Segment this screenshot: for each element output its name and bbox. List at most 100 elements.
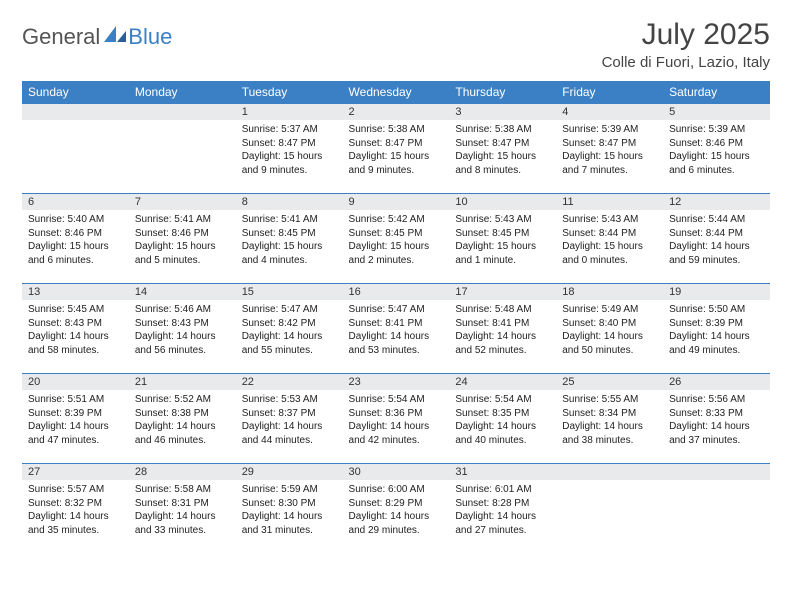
day-cell: 26Sunrise: 5:56 AMSunset: 8:33 PMDayligh… <box>663 373 770 463</box>
day-number: 14 <box>129 283 236 300</box>
day-cell: 12Sunrise: 5:44 AMSunset: 8:44 PMDayligh… <box>663 193 770 283</box>
month-title: July 2025 <box>602 18 770 52</box>
day-details: Sunrise: 5:52 AMSunset: 8:38 PMDaylight:… <box>129 390 236 453</box>
day-cell: 4Sunrise: 5:39 AMSunset: 8:47 PMDaylight… <box>556 103 663 193</box>
logo-text-general: General <box>22 24 100 50</box>
day-details: Sunrise: 5:49 AMSunset: 8:40 PMDaylight:… <box>556 300 663 363</box>
day-details: Sunrise: 5:42 AMSunset: 8:45 PMDaylight:… <box>343 210 450 273</box>
sunset-text: Sunset: 8:31 PM <box>135 497 230 511</box>
daylight-text: Daylight: 15 hours and 0 minutes. <box>562 240 657 267</box>
daylight-text: Daylight: 15 hours and 4 minutes. <box>242 240 337 267</box>
sunset-text: Sunset: 8:39 PM <box>669 317 764 331</box>
logo: General Blue <box>22 24 172 50</box>
logo-sail-icon <box>104 26 126 49</box>
sunrise-text: Sunrise: 5:43 AM <box>455 213 550 227</box>
sunset-text: Sunset: 8:47 PM <box>455 137 550 151</box>
day-cell <box>556 463 663 553</box>
day-number: 21 <box>129 373 236 390</box>
weekday-saturday: Saturday <box>663 81 770 103</box>
day-cell <box>663 463 770 553</box>
sunrise-text: Sunrise: 6:01 AM <box>455 483 550 497</box>
daylight-text: Daylight: 14 hours and 50 minutes. <box>562 330 657 357</box>
sunset-text: Sunset: 8:28 PM <box>455 497 550 511</box>
sunset-text: Sunset: 8:41 PM <box>349 317 444 331</box>
sunrise-text: Sunrise: 5:46 AM <box>135 303 230 317</box>
day-details: Sunrise: 5:53 AMSunset: 8:37 PMDaylight:… <box>236 390 343 453</box>
day-details: Sunrise: 5:44 AMSunset: 8:44 PMDaylight:… <box>663 210 770 273</box>
daylight-text: Daylight: 14 hours and 31 minutes. <box>242 510 337 537</box>
sunrise-text: Sunrise: 5:40 AM <box>28 213 123 227</box>
day-number: 18 <box>556 283 663 300</box>
day-details: Sunrise: 5:39 AMSunset: 8:46 PMDaylight:… <box>663 120 770 183</box>
daylight-text: Daylight: 14 hours and 47 minutes. <box>28 420 123 447</box>
sunset-text: Sunset: 8:29 PM <box>349 497 444 511</box>
daylight-text: Daylight: 15 hours and 5 minutes. <box>135 240 230 267</box>
sunrise-text: Sunrise: 5:52 AM <box>135 393 230 407</box>
sunset-text: Sunset: 8:46 PM <box>28 227 123 241</box>
sunset-text: Sunset: 8:47 PM <box>562 137 657 151</box>
day-number: 16 <box>343 283 450 300</box>
day-number-empty <box>663 463 770 480</box>
sunrise-text: Sunrise: 5:47 AM <box>349 303 444 317</box>
day-cell: 25Sunrise: 5:55 AMSunset: 8:34 PMDayligh… <box>556 373 663 463</box>
day-details: Sunrise: 5:57 AMSunset: 8:32 PMDaylight:… <box>22 480 129 543</box>
day-cell: 7Sunrise: 5:41 AMSunset: 8:46 PMDaylight… <box>129 193 236 283</box>
sunrise-text: Sunrise: 6:00 AM <box>349 483 444 497</box>
day-details: Sunrise: 5:51 AMSunset: 8:39 PMDaylight:… <box>22 390 129 453</box>
sunset-text: Sunset: 8:30 PM <box>242 497 337 511</box>
day-number: 7 <box>129 193 236 210</box>
daylight-text: Daylight: 14 hours and 27 minutes. <box>455 510 550 537</box>
daylight-text: Daylight: 14 hours and 49 minutes. <box>669 330 764 357</box>
sunset-text: Sunset: 8:45 PM <box>349 227 444 241</box>
sunset-text: Sunset: 8:43 PM <box>135 317 230 331</box>
day-details: Sunrise: 6:00 AMSunset: 8:29 PMDaylight:… <box>343 480 450 543</box>
sunrise-text: Sunrise: 5:41 AM <box>135 213 230 227</box>
day-number: 9 <box>343 193 450 210</box>
calendar-body: 1Sunrise: 5:37 AMSunset: 8:47 PMDaylight… <box>22 103 770 553</box>
calendar-week-row: 1Sunrise: 5:37 AMSunset: 8:47 PMDaylight… <box>22 103 770 193</box>
daylight-text: Daylight: 14 hours and 44 minutes. <box>242 420 337 447</box>
daylight-text: Daylight: 14 hours and 58 minutes. <box>28 330 123 357</box>
weekday-sunday: Sunday <box>22 81 129 103</box>
day-cell: 23Sunrise: 5:54 AMSunset: 8:36 PMDayligh… <box>343 373 450 463</box>
day-details: Sunrise: 5:48 AMSunset: 8:41 PMDaylight:… <box>449 300 556 363</box>
sunrise-text: Sunrise: 5:41 AM <box>242 213 337 227</box>
sunset-text: Sunset: 8:32 PM <box>28 497 123 511</box>
daylight-text: Daylight: 15 hours and 6 minutes. <box>28 240 123 267</box>
weekday-thursday: Thursday <box>449 81 556 103</box>
day-details: Sunrise: 5:39 AMSunset: 8:47 PMDaylight:… <box>556 120 663 183</box>
day-number: 10 <box>449 193 556 210</box>
day-cell <box>22 103 129 193</box>
calendar-week-row: 27Sunrise: 5:57 AMSunset: 8:32 PMDayligh… <box>22 463 770 553</box>
sunset-text: Sunset: 8:34 PM <box>562 407 657 421</box>
day-number-empty <box>22 103 129 120</box>
day-details: Sunrise: 5:46 AMSunset: 8:43 PMDaylight:… <box>129 300 236 363</box>
sunrise-text: Sunrise: 5:54 AM <box>455 393 550 407</box>
day-number: 20 <box>22 373 129 390</box>
daylight-text: Daylight: 14 hours and 52 minutes. <box>455 330 550 357</box>
day-number: 15 <box>236 283 343 300</box>
day-cell: 1Sunrise: 5:37 AMSunset: 8:47 PMDaylight… <box>236 103 343 193</box>
day-cell: 30Sunrise: 6:00 AMSunset: 8:29 PMDayligh… <box>343 463 450 553</box>
sunrise-text: Sunrise: 5:42 AM <box>349 213 444 227</box>
day-details: Sunrise: 5:55 AMSunset: 8:34 PMDaylight:… <box>556 390 663 453</box>
day-details: Sunrise: 5:56 AMSunset: 8:33 PMDaylight:… <box>663 390 770 453</box>
weekday-tuesday: Tuesday <box>236 81 343 103</box>
daylight-text: Daylight: 14 hours and 38 minutes. <box>562 420 657 447</box>
sunrise-text: Sunrise: 5:57 AM <box>28 483 123 497</box>
day-details: Sunrise: 6:01 AMSunset: 8:28 PMDaylight:… <box>449 480 556 543</box>
calendar-week-row: 6Sunrise: 5:40 AMSunset: 8:46 PMDaylight… <box>22 193 770 283</box>
sunrise-text: Sunrise: 5:44 AM <box>669 213 764 227</box>
daylight-text: Daylight: 15 hours and 7 minutes. <box>562 150 657 177</box>
day-cell: 2Sunrise: 5:38 AMSunset: 8:47 PMDaylight… <box>343 103 450 193</box>
day-cell: 19Sunrise: 5:50 AMSunset: 8:39 PMDayligh… <box>663 283 770 373</box>
day-number: 24 <box>449 373 556 390</box>
sunrise-text: Sunrise: 5:59 AM <box>242 483 337 497</box>
daylight-text: Daylight: 14 hours and 46 minutes. <box>135 420 230 447</box>
sunrise-text: Sunrise: 5:58 AM <box>135 483 230 497</box>
weekday-header-row: Sunday Monday Tuesday Wednesday Thursday… <box>22 81 770 103</box>
sunset-text: Sunset: 8:47 PM <box>349 137 444 151</box>
weekday-wednesday: Wednesday <box>343 81 450 103</box>
sunset-text: Sunset: 8:44 PM <box>562 227 657 241</box>
sunset-text: Sunset: 8:39 PM <box>28 407 123 421</box>
